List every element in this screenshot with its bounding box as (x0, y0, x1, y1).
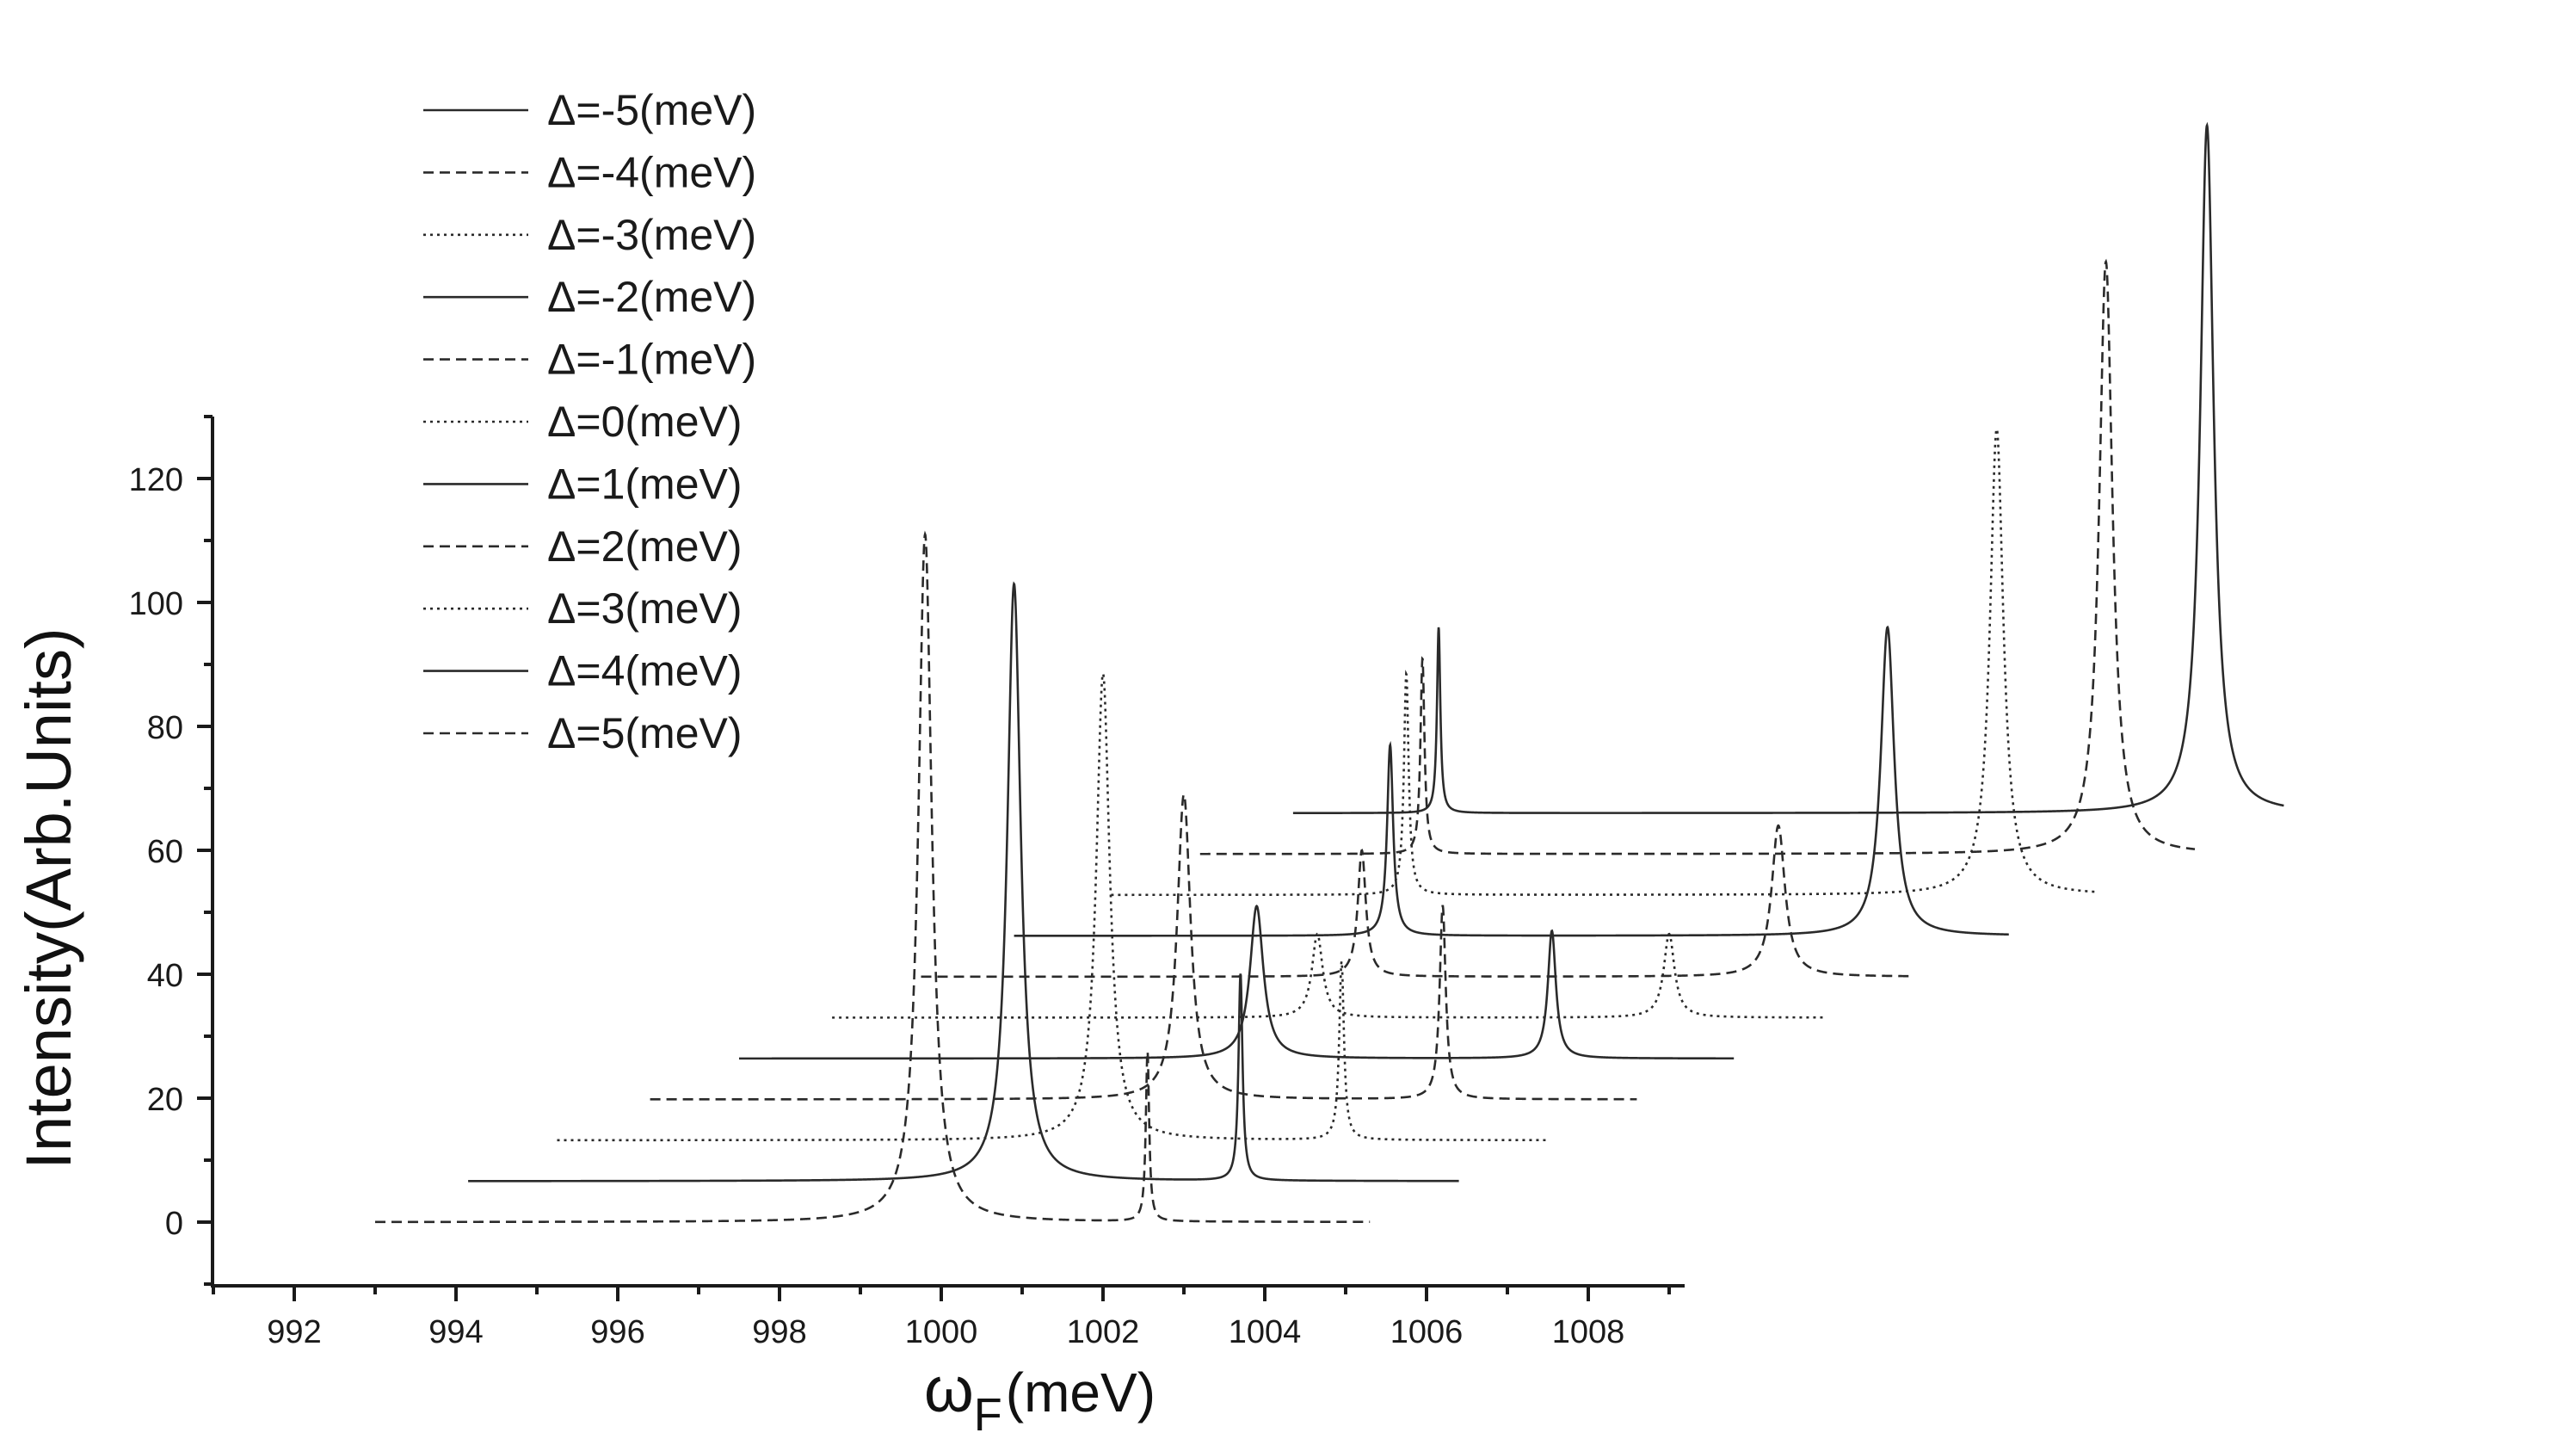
y-tick-label: 120 (129, 462, 183, 498)
y-tick-label: 100 (129, 586, 183, 622)
x-tick-label: 1002 (1067, 1314, 1140, 1350)
legend-label: Δ=-4(meV) (547, 148, 756, 196)
series-line-10 (468, 581, 1459, 1183)
legend-label: Δ=-1(meV) (547, 336, 756, 384)
x-axis-subscript: F (974, 1389, 1002, 1439)
y-tick-label: 0 (165, 1206, 183, 1242)
x-tick-label: 992 (267, 1314, 321, 1350)
x-tick-label: 996 (590, 1314, 644, 1350)
series-line-2 (1199, 258, 2196, 855)
series-line-9 (557, 671, 1548, 1142)
x-tick-label: 1004 (1229, 1314, 1302, 1350)
legend: Δ=-5(meV) Δ=-4(meV) Δ=-3(meV) Δ=-2(meV) Δ=-1… (423, 86, 756, 757)
series-line-6 (832, 932, 1823, 1019)
x-axis-symbol: ω (924, 1354, 974, 1425)
x-axis-title: ωF(meV) (924, 1354, 1156, 1439)
y-tick-label: 40 (147, 958, 183, 994)
legend-label: Δ=0(meV) (547, 398, 743, 446)
series-line-4 (1014, 625, 2009, 937)
legend-label: Δ=-5(meV) (547, 86, 756, 134)
x-axis-unit: (meV) (1006, 1362, 1156, 1424)
series-line-7 (739, 905, 1735, 1060)
legend-label: Δ=2(meV) (547, 522, 743, 571)
ticks: 992 994 996 998 1000 1002 1004 1006 1008 0 20 40 60 8… (129, 415, 1671, 1350)
legend-label: Δ=-3(meV) (547, 211, 756, 259)
series-layer (375, 121, 2284, 1224)
series-line-3 (1111, 426, 2098, 897)
y-tick-label: 80 (147, 710, 183, 746)
legend-label: Δ=5(meV) (547, 709, 743, 757)
legend-label: Δ=3(meV) (547, 584, 743, 633)
legend-label: Δ=4(meV) (547, 647, 743, 695)
y-tick-label: 60 (147, 834, 183, 870)
x-tick-label: 1000 (905, 1314, 978, 1350)
y-tick-label: 20 (147, 1082, 183, 1118)
legend-label: Δ=1(meV) (547, 460, 743, 508)
x-tick-label: 994 (428, 1314, 483, 1350)
x-tick-label: 1006 (1390, 1314, 1464, 1350)
series-line-11 (375, 530, 1371, 1224)
series-line-1 (1292, 121, 2284, 814)
x-tick-label: 1008 (1552, 1314, 1625, 1350)
x-tick-label: 998 (752, 1314, 806, 1350)
series-line-8 (650, 793, 1637, 1101)
series-line-5 (921, 824, 1913, 979)
legend-label: Δ=-2(meV) (547, 273, 756, 321)
y-axis-title: Intensity(Arb.Units) (13, 627, 84, 1169)
